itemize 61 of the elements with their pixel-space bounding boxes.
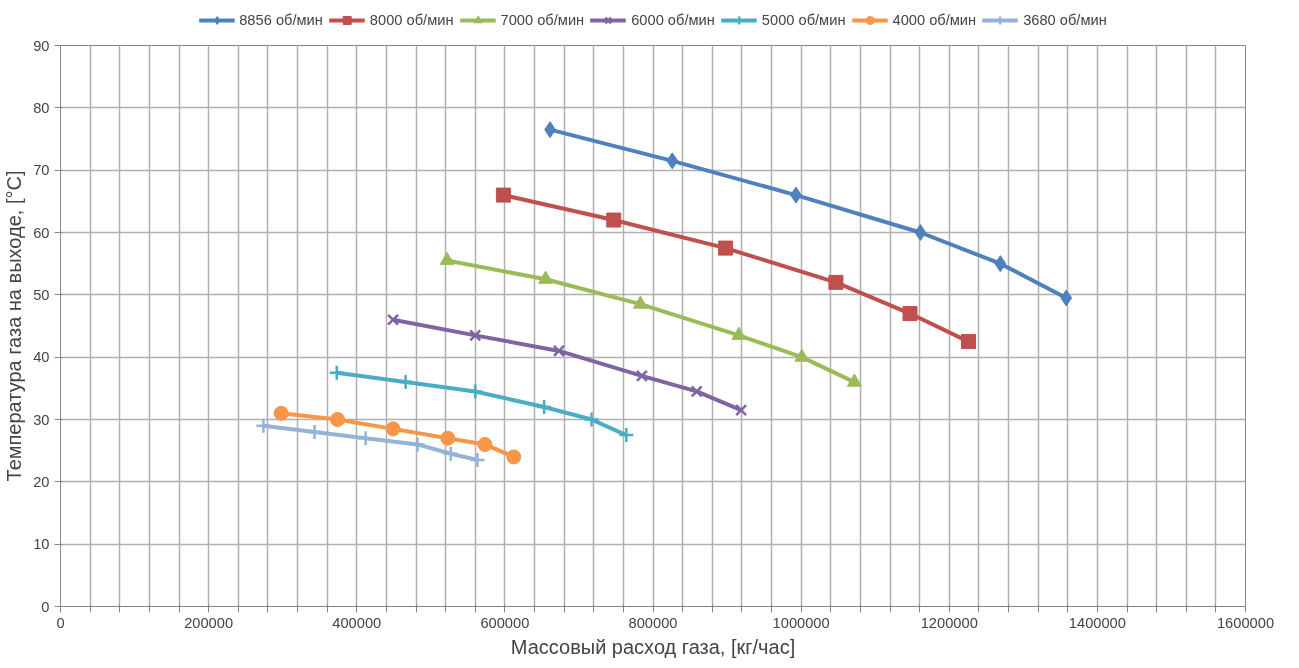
- point: [734, 403, 748, 417]
- point: [828, 274, 844, 290]
- x-axis-title: Массовый расход газа, [кг/час]: [510, 635, 796, 658]
- legend-label: 6000 об/мин: [631, 12, 715, 28]
- y-tick-label: 90: [33, 37, 50, 54]
- y-tick-label: 80: [33, 99, 50, 116]
- point: [440, 430, 456, 446]
- point: [552, 344, 566, 358]
- point: [477, 436, 493, 452]
- point: [467, 383, 484, 400]
- point: [606, 212, 622, 228]
- point: [914, 224, 927, 241]
- legend-label: 4000 об/мин: [892, 12, 977, 28]
- point: [994, 255, 1007, 273]
- x-tick-label: 1400000: [1068, 614, 1126, 631]
- y-tick-label: 60: [33, 224, 50, 241]
- point: [690, 385, 703, 398]
- point: [306, 423, 323, 441]
- point: [961, 334, 977, 350]
- point: [635, 369, 649, 383]
- legend-label: 8856 об/мин: [239, 12, 323, 28]
- x-tick-label: 200000: [184, 614, 234, 631]
- y-tick-label: 0: [41, 598, 50, 615]
- point: [442, 445, 460, 463]
- point: [495, 187, 511, 203]
- point: [583, 411, 600, 428]
- legend-label: 3680 об/мин: [1023, 12, 1107, 28]
- point: [506, 449, 522, 465]
- point: [273, 405, 289, 421]
- x-tick-label: 400000: [332, 614, 382, 631]
- legend-label: 7000 об/мин: [500, 12, 585, 28]
- point: [666, 152, 679, 170]
- point: [329, 412, 345, 427]
- point: [328, 364, 345, 381]
- point: [718, 240, 734, 256]
- x-tick-label: 0: [56, 614, 65, 631]
- y-tick-label: 70: [33, 162, 50, 179]
- point: [902, 306, 918, 322]
- x-tick-label: 600000: [480, 614, 530, 631]
- y-tick-label: 20: [33, 473, 50, 490]
- x-tick-label: 800000: [628, 614, 678, 631]
- y-tick-label: 10: [33, 536, 50, 553]
- y-tick-label: 40: [33, 349, 50, 366]
- point: [385, 421, 401, 437]
- point: [469, 451, 486, 469]
- point: [409, 436, 426, 453]
- legend-label: 5000 об/мин: [761, 12, 846, 28]
- y-tick-label: 50: [33, 286, 50, 303]
- legend-label: 8000 об/мин: [369, 12, 454, 28]
- y-axis-title: Температура газа на выходе, [°C]: [3, 170, 26, 482]
- x-tick-label: 1200000: [920, 614, 978, 631]
- point: [397, 373, 414, 391]
- point: [469, 329, 482, 342]
- point: [618, 426, 635, 444]
- point: [255, 417, 272, 434]
- x-tick-label: 1000000: [772, 614, 830, 631]
- point: [1060, 289, 1073, 307]
- point: [535, 398, 553, 416]
- point: [386, 313, 400, 326]
- y-tick-label: 30: [33, 411, 50, 428]
- x-tick-label: 1600000: [1216, 614, 1275, 631]
